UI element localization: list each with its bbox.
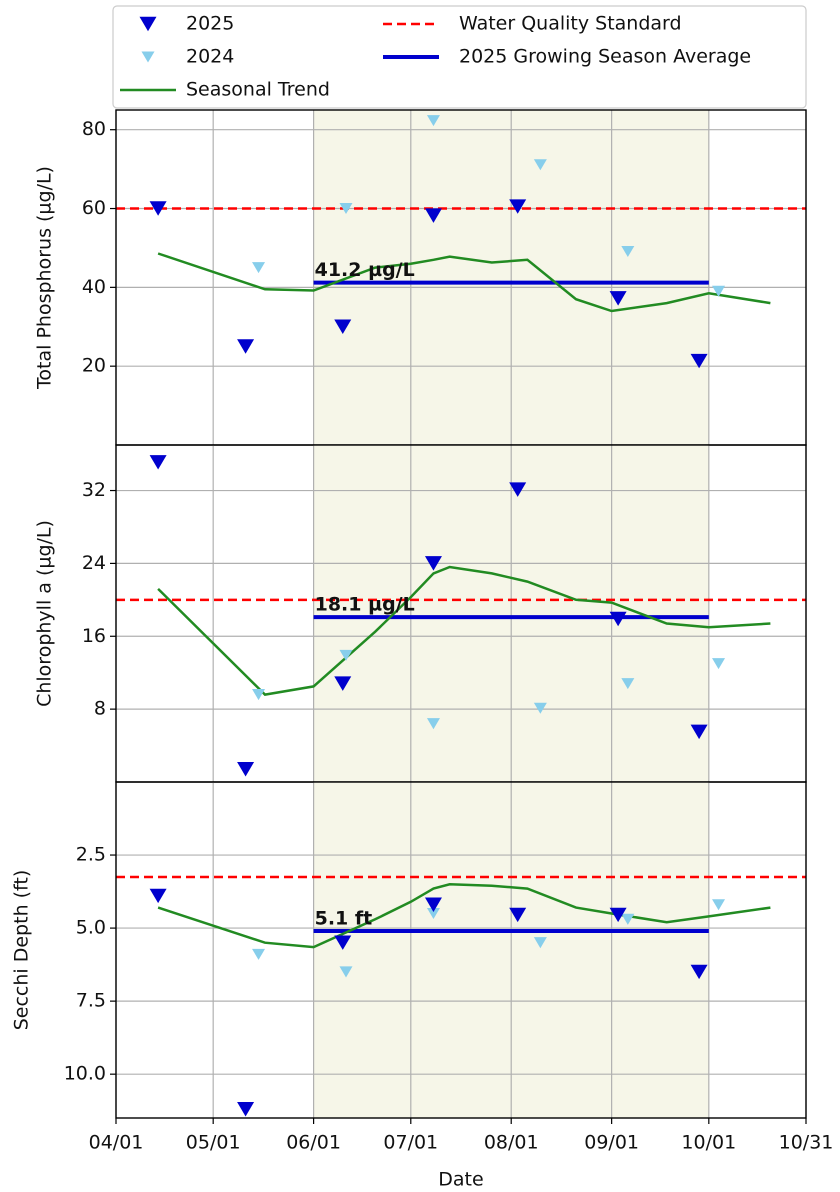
marker-2024 xyxy=(712,285,726,297)
y-axis-label: Total Phosphorus (µg/L) xyxy=(34,166,56,390)
legend-box xyxy=(112,5,807,109)
marker-2024 xyxy=(533,937,547,949)
x-tick-label: 04/01 xyxy=(89,1132,144,1154)
marker-2024 xyxy=(426,115,440,127)
plot-area xyxy=(116,455,806,777)
marker-2025 xyxy=(237,1102,255,1117)
seasonal-trend xyxy=(157,565,771,696)
legend-label: Seasonal Trend xyxy=(186,79,330,101)
marker-2025 xyxy=(609,611,627,627)
marker-2024 xyxy=(621,913,635,925)
marker-2025 xyxy=(509,482,527,497)
y-axis-label: Chlorophyll a (µg/L) xyxy=(34,520,56,707)
y-tick-label: 40 xyxy=(82,276,106,298)
legend-label: 2024 xyxy=(186,46,234,68)
legend-label: Water Quality Standard xyxy=(459,13,682,35)
marker-2024 xyxy=(426,907,440,920)
x-tick-label: 08/01 xyxy=(484,1132,539,1154)
legend-label: 2025 xyxy=(186,13,234,35)
x-axis-label: Date xyxy=(438,1169,483,1191)
y-tick-label: 16 xyxy=(82,625,106,647)
x-tick-label: 07/01 xyxy=(383,1132,438,1154)
marker-2025 xyxy=(690,964,708,980)
marker-2025 xyxy=(237,762,255,777)
marker-2025 xyxy=(509,199,527,214)
panel-frame xyxy=(115,781,807,1119)
legend-marker xyxy=(141,51,155,63)
legend: 2025 2024 Seasonal Trend Water Quality Stan… xyxy=(112,5,807,109)
marker-2024 xyxy=(712,899,726,911)
marker-2024 xyxy=(252,948,266,960)
y-tick-label: 80 xyxy=(82,118,106,140)
marker-2025 xyxy=(334,319,352,334)
marker-2024 xyxy=(339,966,353,978)
legend-label: 2025 Growing Season Average xyxy=(459,46,751,68)
x-tick-label: 09/01 xyxy=(584,1132,639,1154)
y-tick-label: 5.0 xyxy=(76,917,106,939)
marker-2025 xyxy=(690,724,708,740)
x-tick-label: 10/01 xyxy=(681,1132,736,1154)
average-label: 18.1 µg/L xyxy=(315,594,415,616)
marker-2024 xyxy=(621,678,635,690)
marker-2025 xyxy=(609,291,627,306)
marker-2024 xyxy=(426,718,440,730)
marker-2025 xyxy=(334,935,352,950)
y-tick-label: 7.5 xyxy=(76,990,106,1012)
marker-2025 xyxy=(149,455,167,470)
marker-2025 xyxy=(149,201,167,216)
marker-2025 xyxy=(424,897,442,912)
y-tick-label: 20 xyxy=(82,355,106,377)
y-tick-label: 24 xyxy=(82,552,106,574)
marker-2024 xyxy=(712,658,726,670)
plot-area xyxy=(116,875,806,1117)
x-tick-label: 10/31 xyxy=(779,1132,834,1154)
marker-2024 xyxy=(533,159,547,171)
x-tick-label: 06/01 xyxy=(286,1132,341,1154)
average-label: 5.1 ft xyxy=(315,908,373,930)
marker-2024 xyxy=(621,245,635,258)
marker-2025 xyxy=(424,556,442,571)
y-tick-label: 60 xyxy=(82,197,106,219)
y-tick-label: 8 xyxy=(94,698,106,720)
marker-2024 xyxy=(252,689,266,701)
y-tick-label: 10.0 xyxy=(64,1063,106,1085)
seasonal-trend xyxy=(157,252,771,313)
marker-2025 xyxy=(334,676,352,691)
marker-2025 xyxy=(424,208,442,223)
marker-2025 xyxy=(509,907,527,923)
seasonal-trend xyxy=(157,883,771,949)
marker-2024 xyxy=(533,702,547,714)
y-tick-label: 32 xyxy=(82,479,106,501)
marker-2025 xyxy=(237,339,255,354)
marker-2024 xyxy=(252,262,266,274)
marker-2025 xyxy=(609,907,627,923)
marker-2025 xyxy=(690,353,708,369)
marker-2025 xyxy=(149,888,167,904)
average-label: 41.2 µg/L xyxy=(315,259,415,281)
x-tick-label: 05/01 xyxy=(186,1132,241,1154)
y-tick-label: 2.5 xyxy=(76,844,106,866)
y-axis-label: Secchi Depth (ft) xyxy=(11,870,33,1031)
marker-2024 xyxy=(339,203,353,215)
legend-marker xyxy=(139,16,157,32)
plot-area xyxy=(116,115,806,369)
marker-2024 xyxy=(339,649,353,661)
